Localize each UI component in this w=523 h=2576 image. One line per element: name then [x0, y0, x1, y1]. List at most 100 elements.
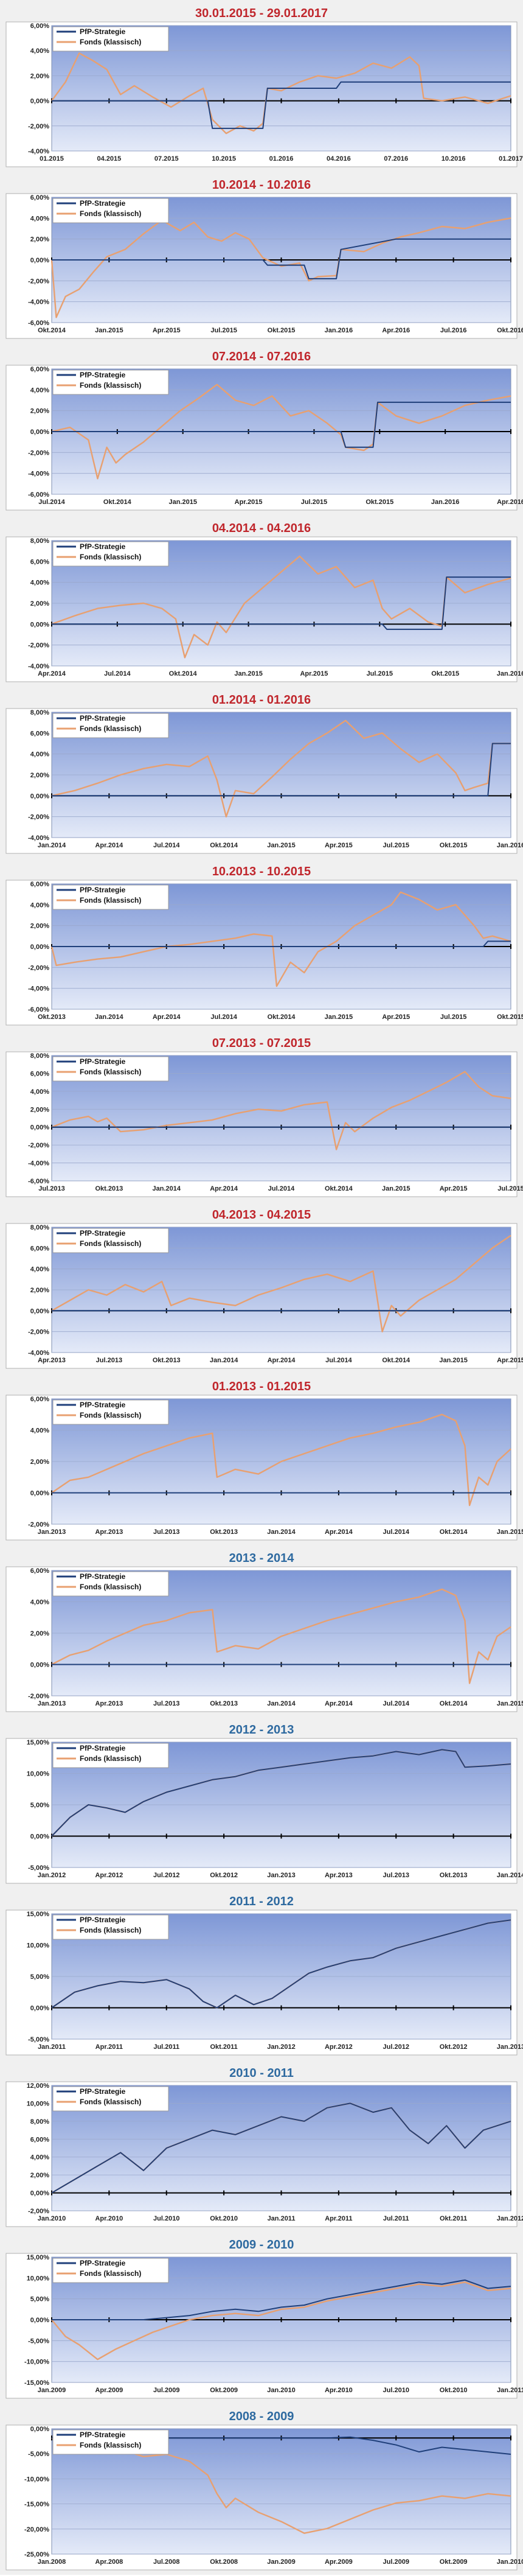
x-tick-label: Jan.2015: [325, 1013, 353, 1021]
y-tick-label: -2,00%: [28, 642, 49, 649]
y-tick-label: 6,00%: [30, 558, 49, 565]
y-tick-label: -2,00%: [28, 814, 49, 821]
legend-label: PfP-Strategie: [80, 1916, 126, 1924]
x-tick-label: Okt.2010: [210, 2215, 238, 2222]
chart-title: 10.2013 - 10.2015: [212, 865, 311, 878]
chart-title: 04.2013 - 04.2015: [212, 1208, 311, 1222]
y-tick-label: 0,00%: [30, 943, 49, 951]
y-tick-label: -4,00%: [28, 471, 49, 478]
y-tick-label: -2,00%: [28, 2208, 49, 2215]
x-tick-label: Jan.2013: [38, 1528, 66, 1536]
x-tick-label: Jan.2011: [497, 2387, 523, 2394]
chart-title: 2010 - 2011: [229, 2067, 294, 2080]
legend-label: Fonds (klassisch): [80, 209, 141, 218]
y-tick-label: 2,00%: [30, 1287, 49, 1294]
series-line-fonds: [51, 555, 511, 659]
x-tick-label: Apr.2015: [235, 499, 263, 506]
x-tick-label: Jul.2010: [383, 2387, 409, 2394]
x-tick-label: Okt.2014: [440, 1700, 468, 1707]
legend-label: PfP-Strategie: [80, 1401, 126, 1409]
legend-label: PfP-Strategie: [80, 27, 126, 36]
y-tick-label: 0,00%: [30, 429, 49, 436]
y-tick-label: 0,00%: [30, 1307, 49, 1315]
y-tick-label: -5,00%: [28, 2337, 49, 2345]
y-tick-label: 8,00%: [30, 2118, 49, 2126]
chart-panel: 01.2014 - 01.2016 8,00% 6,00% 4,00% 2,00% 0,0…: [0, 687, 523, 858]
y-tick-label: -2,00%: [28, 1142, 49, 1149]
y-tick-label: -2,00%: [28, 123, 49, 130]
y-tick-label: 0,00%: [30, 1662, 49, 1669]
y-tick-label: 4,00%: [30, 579, 49, 587]
y-tick-label: 6,00%: [30, 1245, 49, 1252]
y-tick-label: -20,00%: [24, 2526, 49, 2533]
chart-title: 30.01.2015 - 29.01.2017: [195, 7, 328, 20]
x-tick-label: Apr.2012: [325, 2043, 353, 2051]
chart-panel: 07.2014 - 07.2016 6,00% 4,00% 2,00% 0,00% -2,…: [0, 343, 523, 515]
y-tick-label: 6,00%: [30, 366, 49, 373]
y-tick-label: -25,00%: [24, 2551, 49, 2558]
y-tick-label: -4,00%: [28, 835, 49, 842]
legend-label: PfP-Strategie: [80, 2259, 126, 2267]
x-tick-label: Okt.2014: [103, 499, 132, 506]
legend-label: Fonds (klassisch): [80, 1754, 141, 1763]
x-tick-label: 04.2016: [327, 155, 351, 163]
x-tick-label: Jan.2009: [38, 2387, 66, 2394]
x-tick-label: Jan.2014: [95, 1013, 123, 1021]
x-tick-label: Apr.2008: [95, 2558, 123, 2566]
x-tick-label: Apr.2013: [325, 1872, 353, 1879]
legend-label: PfP-Strategie: [80, 199, 126, 208]
y-tick-label: -4,00%: [28, 663, 49, 670]
x-tick-label: Jan.2010: [267, 2387, 295, 2394]
x-tick-label: Okt.2015: [365, 499, 393, 506]
legend-label: Fonds (klassisch): [80, 896, 141, 905]
x-tick-label: 04.2015: [97, 155, 121, 163]
series-line-pfp: [52, 576, 511, 630]
legend-label: PfP-Strategie: [80, 1057, 126, 1066]
x-tick-label: Jul.2015: [440, 1013, 466, 1021]
x-tick-label: Apr.2015: [440, 1185, 468, 1192]
chart-svg: 01.2014 - 01.2016 8,00% 6,00% 4,00% 2,00% 0,0…: [5, 693, 523, 854]
x-tick-label: Jan.2012: [267, 2043, 295, 2051]
x-tick-label: Okt.2011: [210, 2043, 237, 2051]
legend-label: Fonds (klassisch): [80, 724, 141, 733]
chart-svg: 10.2014 - 10.2016 6,00% 4,00% 2,00% 0,00% -2,…: [5, 178, 523, 339]
y-tick-label: 5,00%: [30, 1973, 49, 1981]
y-tick-label: 2,00%: [30, 2172, 49, 2179]
chart-panel: 2012 - 2013 15,00% 10,00% 5,00% 0,00% -5,00% J…: [0, 1717, 523, 1888]
x-tick-label: Jul.2013: [153, 1700, 179, 1707]
x-tick-label: Jan.2011: [268, 2215, 296, 2222]
chart-svg: 10.2013 - 10.2015 6,00% 4,00% 2,00% 0,00% -2,…: [5, 865, 523, 1026]
x-tick-label: 07.2016: [384, 155, 408, 163]
y-tick-label: 2,00%: [30, 408, 49, 415]
chart-svg: 04.2013 - 04.2015 8,00% 6,00% 4,00% 2,00% 0,0…: [5, 1208, 523, 1369]
chart-title: 01.2014 - 01.2016: [212, 693, 311, 707]
x-tick-label: Apr.2010: [95, 2215, 123, 2222]
series-line-pfp: [52, 238, 511, 279]
x-tick-label: Jul.2011: [383, 2215, 409, 2222]
series-line-fonds: [51, 1588, 511, 1684]
x-tick-label: Jul.2013: [383, 1872, 409, 1879]
y-tick-label: 6,00%: [30, 1396, 49, 1403]
y-tick-label: 2,00%: [30, 772, 49, 779]
x-tick-label: Jul.2014: [268, 1185, 295, 1192]
x-tick-label: Jan.2014: [153, 1185, 181, 1192]
x-tick-label: Okt.2013: [95, 1185, 123, 1192]
x-tick-label: Apr.2015: [300, 670, 328, 677]
y-tick-label: -15,00%: [24, 2501, 49, 2508]
y-tick-label: -4,00%: [28, 985, 49, 993]
series-line-pfp: [51, 1749, 511, 1837]
series-line-pfp: [52, 2436, 511, 2455]
x-tick-label: Jan.2010: [497, 2558, 523, 2566]
y-tick-label: 2,00%: [30, 923, 49, 930]
x-tick-label: Jan.2015: [382, 1185, 410, 1192]
y-tick-label: 0,00%: [30, 1833, 49, 1841]
y-tick-label: 0,00%: [30, 2190, 49, 2197]
y-tick-label: -6,00%: [28, 320, 49, 327]
chart-svg: 30.01.2015 - 29.01.2017 6,00% 4,00% 2,00% 0,…: [5, 7, 523, 167]
x-tick-label: Apr.2015: [382, 1013, 410, 1021]
chart-title: 2013 - 2014: [229, 1552, 295, 1565]
x-tick-label: Jul.2014: [325, 1357, 352, 1364]
y-tick-label: 8,00%: [30, 1052, 49, 1060]
x-tick-label: Jan.2015: [168, 499, 196, 506]
chart-title: 10.2014 - 10.2016: [212, 178, 311, 192]
